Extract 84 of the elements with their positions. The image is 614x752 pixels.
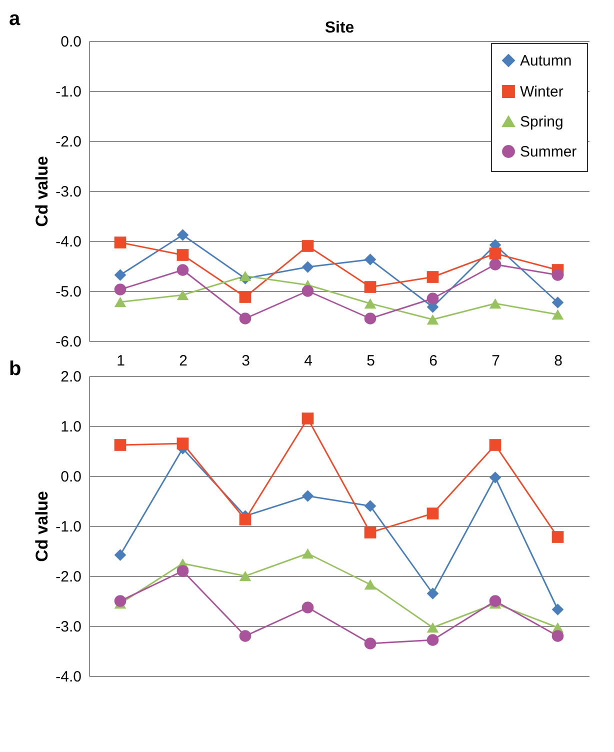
point xyxy=(176,249,189,261)
point xyxy=(176,229,189,241)
point xyxy=(364,500,376,512)
point xyxy=(364,579,376,590)
legend-label: Summer xyxy=(520,144,577,160)
point xyxy=(176,565,189,577)
point xyxy=(552,269,564,281)
point xyxy=(426,271,439,283)
point xyxy=(114,296,126,308)
y-tick-label: -6.0 xyxy=(56,334,82,350)
point xyxy=(552,531,564,543)
point xyxy=(552,604,564,616)
point xyxy=(364,254,376,266)
y-tick-label: -1.0 xyxy=(56,518,82,536)
point xyxy=(302,412,314,424)
x-tick-label: 6 xyxy=(429,352,438,370)
x-tick-label: 5 xyxy=(366,352,375,370)
point xyxy=(552,309,564,320)
point xyxy=(364,526,376,538)
point xyxy=(302,261,314,273)
point xyxy=(114,284,126,296)
point xyxy=(302,548,314,559)
point xyxy=(489,595,502,607)
point xyxy=(364,638,376,650)
point xyxy=(489,258,502,270)
point xyxy=(364,312,376,324)
point xyxy=(114,439,126,451)
x-tick-label: 1 xyxy=(116,352,125,370)
point xyxy=(552,630,564,642)
point xyxy=(239,630,252,642)
point xyxy=(426,314,439,325)
y-tick-label: -4.0 xyxy=(56,234,82,250)
point xyxy=(489,439,502,451)
point xyxy=(426,588,439,600)
point xyxy=(302,490,314,502)
point xyxy=(176,438,189,450)
y-tick-label: 0.0 xyxy=(60,34,82,50)
y-tick-label: -2.0 xyxy=(56,134,82,150)
y-axis-title: Cd value xyxy=(32,156,52,227)
point xyxy=(302,240,314,252)
point xyxy=(489,298,502,309)
point xyxy=(176,264,189,276)
y-tick-label: 0.0 xyxy=(60,468,82,486)
point xyxy=(364,298,376,309)
y-tick-label: -5.0 xyxy=(56,284,82,300)
point xyxy=(552,296,564,308)
legend-label: Spring xyxy=(520,114,564,130)
point xyxy=(176,290,189,300)
x-axis-title: Site xyxy=(324,20,354,36)
point xyxy=(239,570,252,582)
y-tick-label: -2.0 xyxy=(56,568,82,586)
point xyxy=(489,248,502,260)
point xyxy=(426,634,439,646)
point xyxy=(114,549,126,561)
y-tick-label: -4.0 xyxy=(56,668,82,686)
chart-title: a xyxy=(9,8,21,30)
point xyxy=(239,312,252,324)
x-tick-label: 7 xyxy=(492,352,500,370)
point xyxy=(114,595,126,607)
point xyxy=(239,514,252,526)
point xyxy=(239,270,252,282)
y-tick-label: -3.0 xyxy=(56,184,82,200)
point xyxy=(364,281,376,293)
point xyxy=(426,622,439,633)
x-tick-label: 4 xyxy=(304,352,312,370)
point xyxy=(114,236,126,248)
x-tick-label: 3 xyxy=(242,352,250,370)
point xyxy=(114,269,126,281)
legend-label: Autumn xyxy=(520,52,572,70)
y-tick-label: -1.0 xyxy=(56,84,82,100)
x-tick-label: 8 xyxy=(554,352,562,370)
point xyxy=(489,472,502,484)
legend-label: Winter xyxy=(520,84,564,100)
point xyxy=(426,292,439,304)
y-tick-label: -3.0 xyxy=(56,618,82,636)
point xyxy=(426,508,439,520)
x-tick-label: 2 xyxy=(179,352,188,370)
y-tick-label: 1.0 xyxy=(60,418,82,436)
point xyxy=(239,291,252,303)
y-axis-title: Cd value xyxy=(32,491,52,562)
y-tick-label: 2.0 xyxy=(60,368,82,386)
point xyxy=(302,285,314,297)
point xyxy=(302,602,314,614)
chart-title: b xyxy=(9,358,22,380)
